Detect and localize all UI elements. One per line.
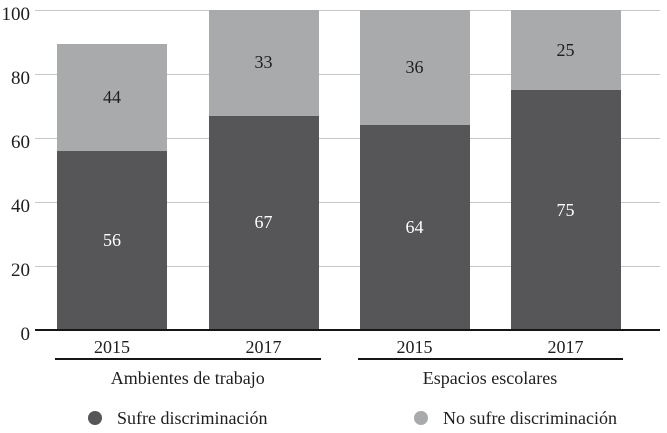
legend-swatch-icon xyxy=(88,411,102,425)
group-label-0: Ambientes de trabajo xyxy=(110,368,265,388)
segment-sufre: 64 xyxy=(359,125,470,330)
bar-2017-1: 33 67 xyxy=(208,10,319,330)
group-line-0 xyxy=(55,358,321,360)
value-label-sufre: 56 xyxy=(103,229,121,250)
gridline-80 xyxy=(35,74,660,75)
x-tick-label-0: 2015 xyxy=(94,337,130,357)
group-label-1: Espacios escolares xyxy=(422,368,558,388)
segment-sufre: 75 xyxy=(510,90,621,330)
legend-item-0: Sufre discriminación xyxy=(88,409,267,427)
gridline-40 xyxy=(35,202,660,203)
y-tick-label-20: 20 xyxy=(11,260,30,281)
segment-no-sufre: 36 xyxy=(359,10,470,126)
plot-area: 44 56 33 67 36 64 25 75 xyxy=(35,10,660,330)
value-label-no-sufre: 25 xyxy=(556,39,575,60)
group-line-1 xyxy=(357,358,623,360)
bar-2017-3: 25 75 xyxy=(510,10,621,330)
value-label-sufre: 64 xyxy=(405,217,424,238)
value-label-sufre: 75 xyxy=(556,199,575,220)
y-tick-label-60: 60 xyxy=(11,132,30,153)
x-tick-label-2: 2015 xyxy=(396,337,433,357)
y-tick-label-80: 80 xyxy=(11,68,30,89)
legend-label: Sufre discriminación xyxy=(117,408,268,428)
legend-swatch-icon xyxy=(414,411,428,425)
bar-2015-2: 36 64 xyxy=(359,10,470,330)
x-tick-label-1: 2017 xyxy=(245,337,282,357)
gridline-20 xyxy=(35,266,660,267)
y-tick-label-100: 100 xyxy=(1,4,31,25)
value-label-sufre: 67 xyxy=(254,212,273,233)
value-label-no-sufre: 36 xyxy=(405,57,424,78)
legend-label: No sufre discriminación xyxy=(443,408,617,428)
gridline-100 xyxy=(35,10,660,11)
segment-no-sufre: 33 xyxy=(208,10,319,116)
legend-item-1: No sufre discriminación xyxy=(414,409,617,427)
bar-2015-0: 44 56 xyxy=(57,43,167,330)
segment-no-sufre: 25 xyxy=(510,10,621,90)
segment-sufre: 67 xyxy=(208,115,319,330)
segment-no-sufre: 44 xyxy=(57,43,167,151)
value-label-no-sufre: 44 xyxy=(103,86,121,107)
gridline-60 xyxy=(35,138,660,139)
y-tick-label-40: 40 xyxy=(11,196,30,217)
value-label-no-sufre: 33 xyxy=(254,52,273,73)
y-tick-label-0: 0 xyxy=(20,324,31,345)
x-axis-line xyxy=(35,329,660,331)
x-tick-label-3: 2017 xyxy=(547,337,584,357)
segment-sufre: 56 xyxy=(57,150,167,330)
